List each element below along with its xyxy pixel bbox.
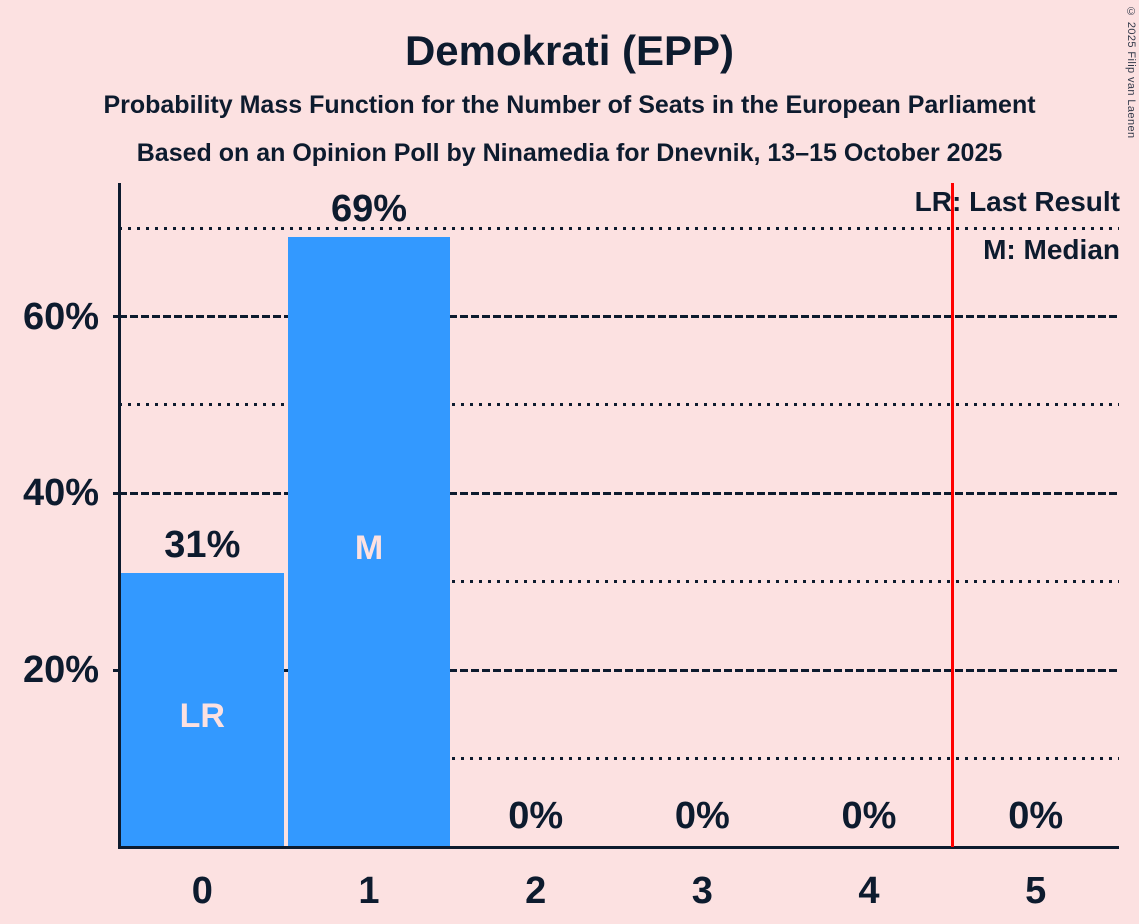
bar	[121, 572, 284, 847]
chart-title: Demokrati (EPP)	[404, 27, 735, 74]
y-axis-line	[117, 183, 121, 849]
gridline-major	[119, 315, 1119, 319]
legend-median: M: Median	[983, 234, 1120, 265]
red-reference-line	[950, 183, 954, 847]
value-label: 0%	[508, 795, 564, 837]
x-axis-label: 3	[691, 870, 713, 912]
y-axis-label: 20%	[22, 649, 99, 692]
y-axis-label: 60%	[22, 295, 99, 338]
copyright-notice: © 2025 Filip van Laenen	[1125, 6, 1137, 139]
value-label: 0%	[841, 795, 897, 837]
x-axis-line	[117, 845, 1119, 849]
value-label: 0%	[1008, 795, 1064, 837]
bar-annotation: LR	[179, 696, 225, 735]
chart-subtitle-line2: Based on an Opinion Poll by Ninamedia fo…	[136, 139, 1003, 167]
x-axis-label: 4	[858, 870, 880, 912]
value-label: 31%	[164, 523, 241, 566]
y-axis-tick	[113, 315, 119, 319]
chart-subtitle-line1: Probability Mass Function for the Number…	[103, 91, 1036, 119]
bar-annotation: M	[354, 529, 384, 567]
y-axis-label: 40%	[22, 472, 99, 515]
gridline-minor	[119, 580, 1119, 584]
x-axis-label: 0	[191, 870, 213, 912]
gridline-minor	[119, 403, 1119, 407]
y-axis-tick	[113, 668, 119, 672]
gridline-major	[119, 668, 1119, 672]
bar	[287, 237, 451, 847]
value-label: 69%	[330, 188, 408, 230]
gridline-minor	[119, 226, 1119, 230]
gridline-major	[119, 491, 1119, 495]
gridline-minor	[119, 757, 1119, 761]
y-axis-tick	[113, 491, 119, 495]
value-label: 0%	[674, 795, 730, 837]
x-axis-label: 1	[358, 870, 380, 912]
x-axis-label: 2	[525, 870, 547, 912]
legend-last-result: LR: Last Result	[914, 186, 1120, 217]
x-axis-label: 5	[1025, 870, 1047, 912]
